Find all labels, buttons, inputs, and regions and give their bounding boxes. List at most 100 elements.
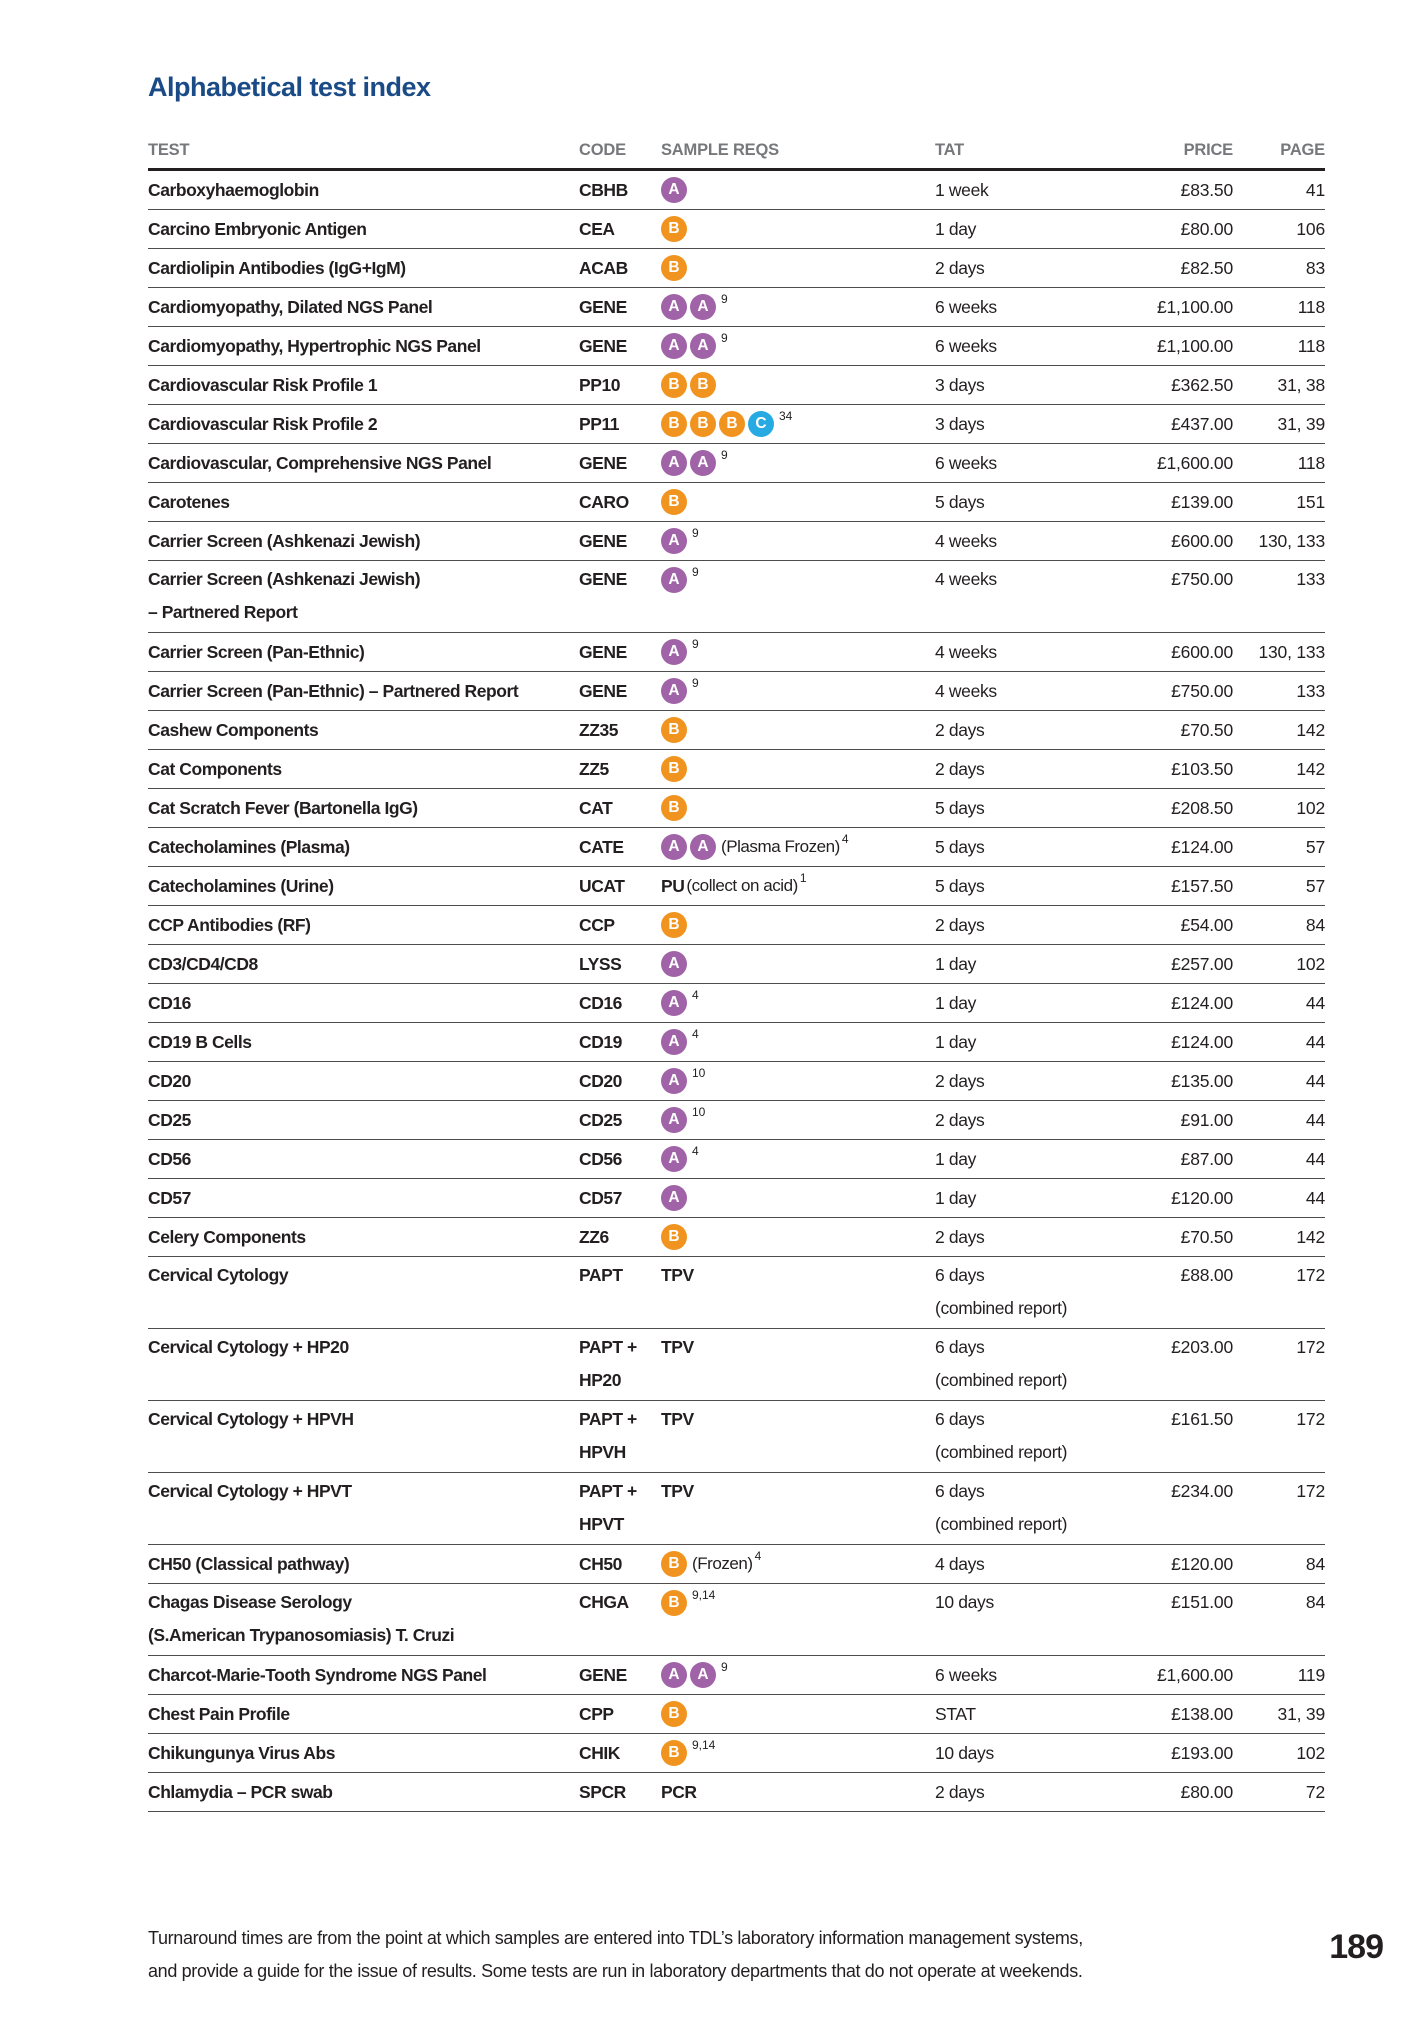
- test-name: Carrier Screen (Ashkenazi Jewish): [148, 530, 421, 551]
- tat-cell: 2 days: [935, 759, 1125, 780]
- tat-value: 1 day: [935, 218, 977, 239]
- price-cell: £600.00: [1171, 530, 1233, 551]
- table-row: Carrier Screen (Ashkenazi Jewish) – Partn…: [148, 561, 1325, 633]
- tat-value: 1 day: [935, 1187, 977, 1208]
- test-cell: Carrier Screen (Pan-Ethnic) – Partnered …: [148, 681, 579, 702]
- sample-badge-a: A: [661, 678, 687, 704]
- table-header-row: TEST CODE SAMPLE REQS TAT PRICE PAGE: [148, 141, 1325, 171]
- sample-reqs-cell: B: [661, 216, 935, 242]
- code-value: GENE: [579, 530, 627, 551]
- sample-badge-b: B: [661, 411, 687, 437]
- sample-badge-b: B: [661, 216, 687, 242]
- tat-value: 2 days: [935, 914, 985, 935]
- tat-value: 1 week: [935, 179, 989, 200]
- sample-badge-a: A: [661, 294, 687, 320]
- table-row: Celery Components ZZ6 B 2 days £70.50 142: [148, 1218, 1325, 1257]
- code-value: ZZ5: [579, 758, 609, 779]
- code-cell: GENE: [579, 336, 661, 357]
- sample-badge-b: B: [661, 489, 687, 515]
- tat-cell: 10 days: [935, 1743, 1125, 1764]
- code-value: HPVT: [579, 1514, 624, 1534]
- test-cell: Cervical Cytology + HPVH: [148, 1403, 579, 1436]
- tat-value: 1 day: [935, 953, 977, 974]
- table-row: Carrier Screen (Ashkenazi Jewish) GENE A 9 4…: [148, 522, 1325, 561]
- tat-cell: 5 days: [935, 837, 1125, 858]
- test-name: Carboxyhaemoglobin: [148, 179, 319, 200]
- page-ref-cell: 130, 133: [1258, 641, 1325, 662]
- sample-reqs-cell: PCR: [661, 1782, 935, 1803]
- page-ref-cell: 83: [1305, 257, 1325, 278]
- price-cell: £208.50: [1171, 797, 1233, 818]
- code-value: SPCR: [579, 1781, 626, 1802]
- page-ref-cell: 102: [1296, 1742, 1325, 1763]
- column-header-sample-reqs: SAMPLE REQS: [661, 141, 779, 159]
- page-ref-cell: 31, 39: [1277, 413, 1326, 434]
- sample-badge-a: A: [661, 177, 687, 203]
- code-cell: CAT: [579, 798, 661, 819]
- footnote-ref: 34: [779, 409, 793, 423]
- price-cell: £1,100.00: [1156, 296, 1233, 317]
- footnote-ref: 9: [692, 637, 699, 651]
- sample-type-label: TPV: [661, 1337, 694, 1357]
- sample-reqs-cell: A: [661, 177, 935, 203]
- tat-cell: 2 days: [935, 720, 1125, 741]
- tat-value: 6 weeks: [935, 296, 997, 317]
- table-row: Cardiovascular, Comprehensive NGS Panel G…: [148, 444, 1325, 483]
- price-cell: £257.00: [1171, 953, 1233, 974]
- tat-cell: 2 days: [935, 1110, 1125, 1131]
- tat-value: 6 weeks: [935, 335, 997, 356]
- test-cell: CD16: [148, 993, 579, 1014]
- price-cell: £234.00: [1171, 1481, 1233, 1501]
- test-name: CD20: [148, 1070, 191, 1091]
- price-cell: £103.50: [1171, 758, 1233, 779]
- price-cell: £1,100.00: [1156, 335, 1233, 356]
- page-ref-cell: 57: [1305, 875, 1325, 896]
- page-ref-cell: 44: [1305, 1187, 1325, 1208]
- table-row: Chagas Disease Serology (S.American Trypa…: [148, 1584, 1325, 1656]
- test-name: CD19 B Cells: [148, 1031, 252, 1052]
- table-row: CD20 CD20 A 10 2 days £135.00 44: [148, 1062, 1325, 1101]
- tat-cell: 2 days: [935, 1227, 1125, 1248]
- test-name: Carotenes: [148, 491, 230, 512]
- page-ref-cell: 118: [1297, 335, 1326, 356]
- tat-value: 4 weeks: [935, 641, 997, 662]
- test-name: CH50 (Classical pathway): [148, 1553, 350, 1574]
- code-value: CD16: [579, 992, 622, 1013]
- test-cell: CCP Antibodies (RF): [148, 915, 579, 936]
- sample-badge-a: A: [661, 951, 687, 977]
- code-cell: UCAT: [579, 876, 661, 897]
- price-cell: £203.00: [1171, 1337, 1233, 1357]
- test-name: Cervical Cytology + HPVH: [148, 1409, 354, 1429]
- tat-value: 2 days: [935, 1781, 985, 1802]
- table-row: Carrier Screen (Pan-Ethnic) – Partnered …: [148, 672, 1325, 711]
- code-value: CAT: [579, 797, 613, 818]
- sample-reqs-cell: B: [661, 255, 935, 281]
- page-ref-cell: 172: [1296, 1265, 1325, 1285]
- tat-cell: 2 days: [935, 258, 1125, 279]
- table-row: CH50 (Classical pathway) CH50 B (Frozen) 4 4 …: [148, 1545, 1325, 1584]
- sample-badge-a: A: [661, 528, 687, 554]
- test-cell: Chlamydia – PCR swab: [148, 1782, 579, 1803]
- test-name: Carrier Screen (Ashkenazi Jewish): [148, 569, 421, 589]
- footer-note: Turnaround times are from the point at w…: [148, 1922, 1308, 1988]
- table-row: Chikungunya Virus Abs CHIK B 9,14 10 days £19…: [148, 1734, 1325, 1773]
- tat-cell: 5 days: [935, 876, 1125, 897]
- code-cell: SPCR: [579, 1782, 661, 1803]
- tat-cell: 6 weeks: [935, 297, 1125, 318]
- page-ref-cell: 118: [1297, 452, 1326, 473]
- test-cell: Chagas Disease Serology (S.American Trypa…: [148, 1586, 579, 1652]
- code-cell: PP11: [579, 414, 661, 435]
- code-value: CPP: [579, 1703, 614, 1724]
- code-value: GENE: [579, 680, 627, 701]
- footnote-ref: 1: [799, 871, 807, 885]
- tat-cell: 4 weeks: [935, 531, 1125, 552]
- test-cell: Cardiomyopathy, Dilated NGS Panel: [148, 297, 579, 318]
- code-value: CCP: [579, 914, 615, 935]
- tat-cell: 4 weeks: [935, 563, 1125, 596]
- tat-value: 5 days: [935, 836, 985, 857]
- test-cell: Cervical Cytology: [148, 1259, 579, 1292]
- code-cell: CD19: [579, 1032, 661, 1053]
- price-cell: £750.00: [1171, 569, 1233, 589]
